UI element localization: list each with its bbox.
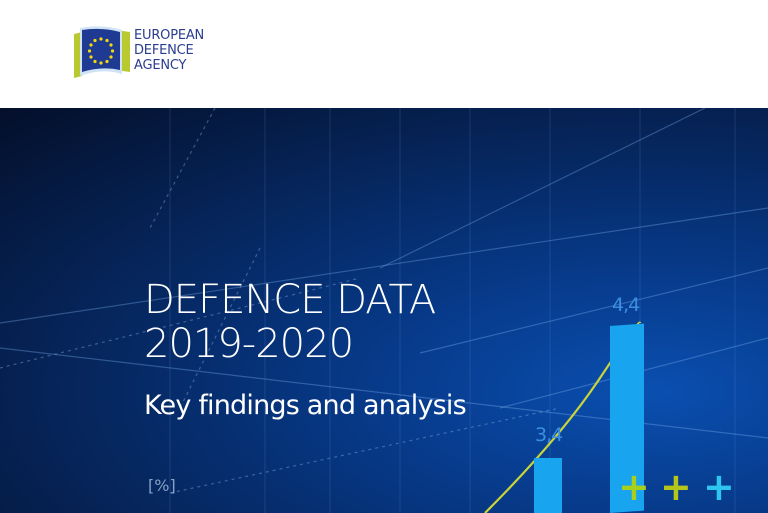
plus-icon: + [703,465,735,509]
hero-banner: DEFENCE DATA 2019-2020 Key findings and … [0,108,768,513]
bar-1-label: 3,4 [535,424,563,446]
eu-flag-icon [74,26,130,78]
title-line-1: DEFENCE DATA [144,277,436,323]
bar-2-label: 4,4 [612,294,640,316]
logo-line-3: AGENCY [134,58,187,73]
page-title: DEFENCE DATA 2019-2020 [144,277,436,367]
subtitle: Key findings and analysis [144,390,467,421]
unit-label: [%] [148,476,176,495]
logo-line-2: DEFENCE [134,43,194,58]
eda-logo[interactable]: EUROPEAN DEFENCE AGENCY [72,22,232,84]
logo-wordmark: EUROPEAN DEFENCE AGENCY [134,28,204,73]
title-line-2: 2019-2020 [144,321,354,367]
plus-icon: + [660,465,692,509]
logo-line-1: EUROPEAN [134,28,205,43]
plus-icon: + [618,465,650,509]
header: EUROPEAN DEFENCE AGENCY [0,0,768,108]
grid-background [0,108,768,513]
bar-1 [534,458,562,513]
